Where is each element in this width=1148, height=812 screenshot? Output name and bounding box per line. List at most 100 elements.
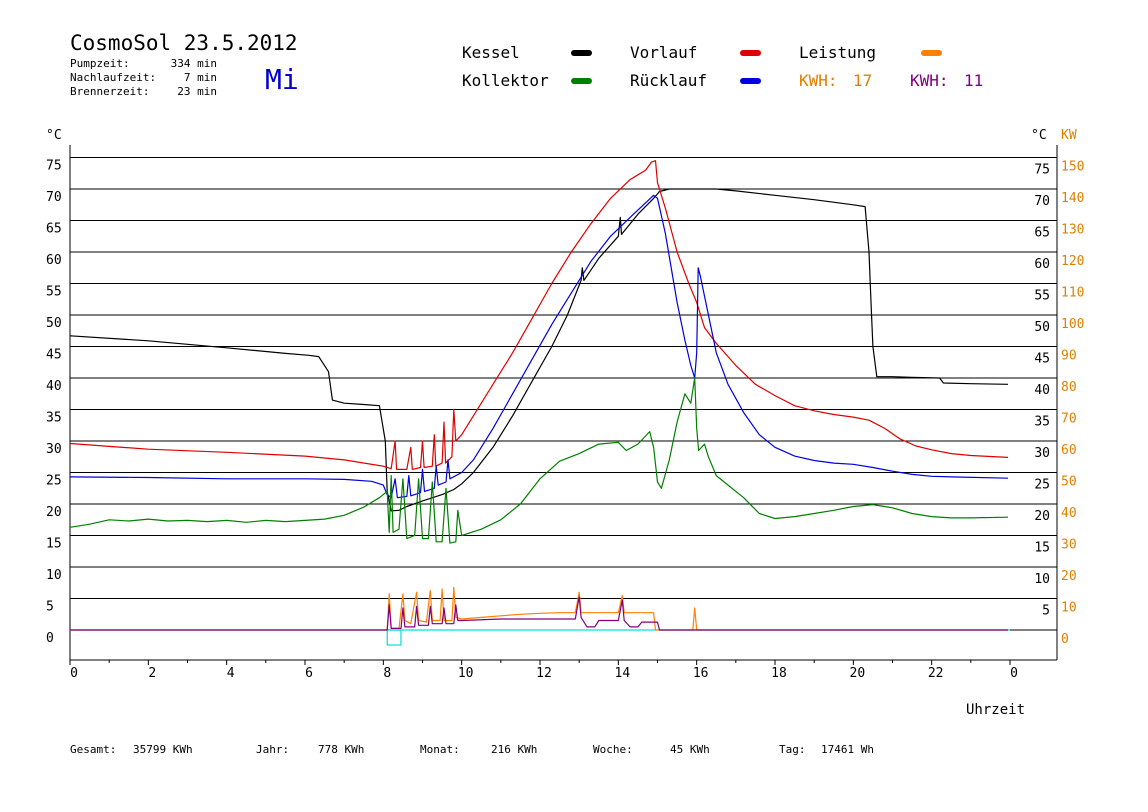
y-tick-label: 70 [46,190,62,205]
y-tick-label: 55 [46,285,62,300]
footer-totals: Gesamt: 35799 KWh Jahr: 778 KWh Monat: 2… [70,743,874,756]
stat-value: 23 min [177,85,217,98]
chart-title: CosmoSol 23.5.2012 [70,31,298,55]
y-right-temp-tick-label: 50 [1034,320,1050,335]
y-right-temp-tick-label: 30 [1034,446,1050,461]
y-right-temp-tick-label: 25 [1034,478,1050,493]
x-tick-label: 12 [536,666,552,681]
y2-tick-label: 130 [1061,223,1084,238]
y2-tick-label: 60 [1061,443,1077,458]
legend: Kessel Vorlauf Leistung Kollektor Rückla… [462,43,983,90]
footer-label: Woche: [593,743,633,756]
y-tick-label: 75 [46,159,62,174]
y-right-temp-tick-label: 15 [1034,541,1050,556]
legend-swatch-leistung [921,50,942,56]
stat-label: Pumpzeit: [70,57,130,70]
series-ruecklauf [69,194,1009,499]
left-axis-unit: °C [46,128,62,143]
y-tick-label: 0 [46,631,54,646]
y2-tick-label: 150 [1061,160,1084,175]
day-label: Mi [265,63,299,96]
right-axis-unit-power: KW [1061,128,1077,143]
y-right-temp-tick-label: 35 [1034,415,1050,430]
series-kollektor [69,377,1009,544]
legend-label-kollektor: Kollektor [462,71,549,90]
x-tick-label: 2 [148,666,156,681]
series-leistung [70,586,1008,631]
footer-value: 17461 Wh [821,743,874,756]
x-tick-label: 20 [850,666,866,681]
y2-tick-label: 100 [1061,317,1084,332]
footer-value: 45 KWh [670,743,710,756]
y2-tick-label: 70 [1061,412,1077,427]
y2-tick-label: 50 [1061,475,1077,490]
y-right-temp-tick-label: 45 [1034,352,1050,367]
y2-tick-label: 120 [1061,254,1084,269]
x-tick-label: 0 [1010,666,1018,681]
stat-label: Brennerzeit: [70,85,149,98]
y-right-temp-tick-label: 5 [1042,604,1050,619]
y-right-temp-tick-label: 60 [1034,257,1050,272]
y-tick-label: 5 [46,600,54,615]
y-tick-label: 15 [46,537,62,552]
kwh-label-2: KWH: [910,71,949,90]
y-right-temp-tick-label: 70 [1034,194,1050,209]
right-axis-unit-temp: °C [1031,128,1047,143]
x-tick-label: 0 [70,666,78,681]
footer-value: 778 KWh [318,743,364,756]
stat-label: Nachlaufzeit: [70,71,156,84]
legend-swatch-vorlauf [740,50,761,56]
stats-block: Pumpzeit: 334 min Nachlaufzeit: 7 min Br… [70,57,217,98]
y-tick-label: 10 [46,568,62,583]
footer-label: Tag: [779,743,806,756]
burner-marker [386,629,402,646]
legend-swatch-ruecklauf [740,78,761,84]
y-tick-label: 30 [46,442,62,457]
series-kessel [69,188,1009,512]
x-tick-label: 18 [771,666,787,681]
kwh-label-1: KWH: [799,71,838,90]
y-tick-label: 50 [46,316,62,331]
x-tick-label: 6 [305,666,313,681]
x-tick-label: 22 [928,666,944,681]
kwh-value-2: 11 [964,71,983,90]
y-tick-label: 25 [46,474,62,489]
footer-value: 35799 KWh [133,743,193,756]
legend-label-kessel: Kessel [462,43,520,62]
y2-tick-label: 90 [1061,349,1077,364]
x-tick-label: 14 [615,666,631,681]
stat-value: 7 min [184,71,217,84]
y-tick-label: 65 [46,222,62,237]
y-tick-label: 40 [46,379,62,394]
legend-label-vorlauf: Vorlauf [630,43,697,62]
x-tick-label: 10 [458,666,474,681]
y-right-temp-tick-label: 10 [1034,572,1050,587]
legend-swatch-kollektor [571,78,592,84]
x-tick-label: 8 [383,666,391,681]
y-tick-label: 45 [46,348,62,363]
series-pumpe [70,596,1008,631]
y2-tick-label: 40 [1061,506,1077,521]
y2-tick-label: 0 [1061,632,1069,647]
tick-labels: 0 2 4 6 8 10 12 14 16 18 20 22 005101520253035404550… [46,159,1084,682]
legend-label-ruecklauf: Rücklauf [630,71,707,90]
y-right-temp-tick-label: 40 [1034,383,1050,398]
y2-tick-label: 20 [1061,569,1077,584]
y-right-temp-tick-label: 65 [1034,226,1050,241]
y-tick-label: 35 [46,411,62,426]
footer-value: 216 KWh [491,743,537,756]
gridlines [69,145,1058,661]
legend-label-leistung: Leistung [799,43,876,62]
legend-swatch-kessel [571,50,592,56]
y2-tick-label: 30 [1061,538,1077,553]
series-layer [69,160,1009,631]
y-tick-label: 60 [46,253,62,268]
x-tick-label: 4 [227,666,235,681]
y-right-temp-tick-label: 75 [1034,163,1050,178]
y2-tick-label: 140 [1061,191,1084,206]
x-axis-label: Uhrzeit [966,702,1025,718]
series-vorlauf [69,160,1009,470]
footer-label: Monat: [420,743,460,756]
footer-label: Jahr: [256,743,289,756]
